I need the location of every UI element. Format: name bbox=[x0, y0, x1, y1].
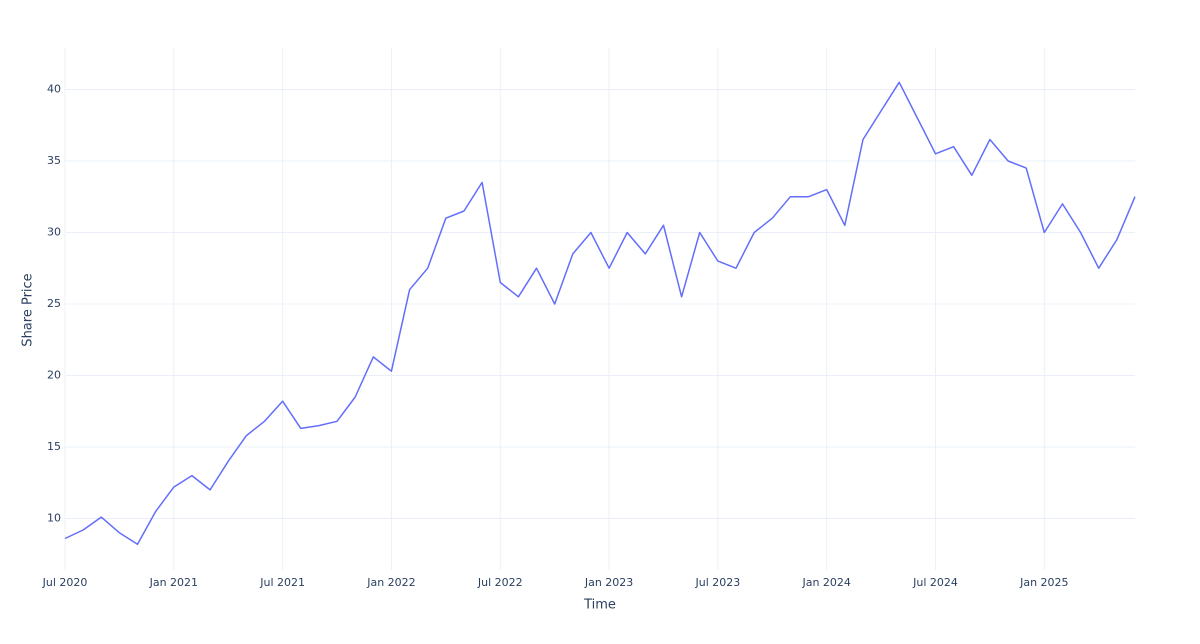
grid bbox=[64, 48, 1135, 570]
x-tick-label: Jul 2021 bbox=[259, 576, 305, 589]
x-axis-title: Time bbox=[583, 598, 616, 613]
x-tick-label: Jul 2023 bbox=[694, 576, 740, 589]
y-tick-label: 40 bbox=[47, 82, 61, 95]
y-tick-label: 20 bbox=[47, 369, 61, 382]
x-tick-label: Jul 2020 bbox=[42, 576, 88, 589]
y-tick-label: 30 bbox=[47, 225, 61, 238]
price-line bbox=[64, 81, 1136, 546]
y-tick-label: 15 bbox=[47, 440, 61, 453]
x-tick-label: Jul 2024 bbox=[912, 576, 958, 589]
x-tick-label: Jan 2023 bbox=[584, 576, 633, 589]
y-tick-label: 10 bbox=[47, 512, 61, 525]
x-tick-label: Jan 2022 bbox=[366, 576, 415, 589]
x-tick-label: Jan 2021 bbox=[149, 576, 198, 589]
x-tick-label: Jan 2024 bbox=[801, 576, 850, 589]
y-tick-label: 25 bbox=[47, 297, 61, 310]
y-axis-title: Share Price bbox=[21, 273, 36, 346]
y-tick-label: 35 bbox=[47, 154, 61, 167]
x-tick-label: Jan 2025 bbox=[1019, 576, 1068, 589]
x-tick-label: Jul 2022 bbox=[477, 576, 523, 589]
